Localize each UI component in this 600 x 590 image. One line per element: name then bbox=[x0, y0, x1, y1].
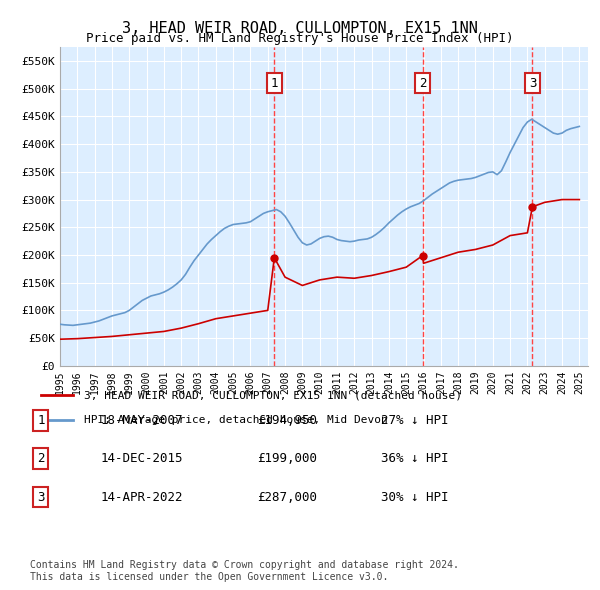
Text: 27% ↓ HPI: 27% ↓ HPI bbox=[381, 414, 449, 427]
Text: 3: 3 bbox=[529, 77, 536, 90]
Text: 1: 1 bbox=[37, 414, 44, 427]
Text: Price paid vs. HM Land Registry's House Price Index (HPI): Price paid vs. HM Land Registry's House … bbox=[86, 32, 514, 45]
Text: £194,950: £194,950 bbox=[257, 414, 317, 427]
Text: 36% ↓ HPI: 36% ↓ HPI bbox=[381, 452, 449, 466]
Text: 3: 3 bbox=[37, 490, 44, 504]
Text: £287,000: £287,000 bbox=[257, 490, 317, 504]
Text: 2: 2 bbox=[37, 452, 44, 466]
Text: 14-APR-2022: 14-APR-2022 bbox=[100, 490, 182, 504]
Text: 1: 1 bbox=[271, 77, 278, 90]
Text: 3, HEAD WEIR ROAD, CULLOMPTON, EX15 1NN: 3, HEAD WEIR ROAD, CULLOMPTON, EX15 1NN bbox=[122, 21, 478, 35]
Text: 18-MAY-2007: 18-MAY-2007 bbox=[100, 414, 182, 427]
Text: £199,000: £199,000 bbox=[257, 452, 317, 466]
Text: 2: 2 bbox=[419, 77, 427, 90]
Text: 3, HEAD WEIR ROAD, CULLOMPTON, EX15 1NN (detached house): 3, HEAD WEIR ROAD, CULLOMPTON, EX15 1NN … bbox=[84, 391, 462, 401]
Text: HPI: Average price, detached house, Mid Devon: HPI: Average price, detached house, Mid … bbox=[84, 415, 388, 425]
Text: 14-DEC-2015: 14-DEC-2015 bbox=[100, 452, 182, 466]
Text: Contains HM Land Registry data © Crown copyright and database right 2024.
This d: Contains HM Land Registry data © Crown c… bbox=[30, 560, 459, 582]
Text: 30% ↓ HPI: 30% ↓ HPI bbox=[381, 490, 449, 504]
